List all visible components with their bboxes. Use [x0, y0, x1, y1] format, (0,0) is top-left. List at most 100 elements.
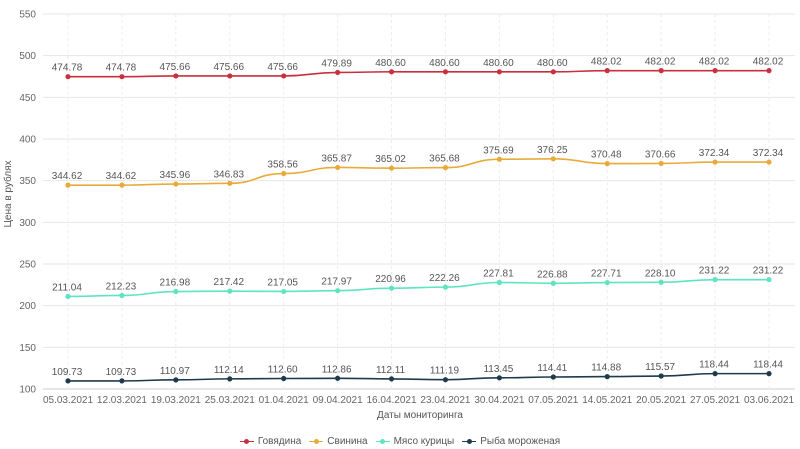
data-label: 475.66: [160, 62, 191, 73]
data-point[interactable]: [227, 73, 233, 79]
y-axis-ticks: 100 150 200 250 300 350 400 450 500 550: [19, 10, 36, 396]
data-point[interactable]: [442, 165, 449, 171]
data-point[interactable]: [604, 161, 610, 167]
y-tick-label: 400: [19, 135, 36, 146]
data-point[interactable]: [65, 378, 71, 384]
data-point[interactable]: [712, 371, 718, 377]
data-point[interactable]: [227, 288, 233, 294]
data-label: 110.97: [160, 366, 190, 377]
data-point[interactable]: [335, 375, 341, 381]
data-point[interactable]: [766, 371, 772, 377]
y-tick-label: 200: [19, 301, 36, 312]
x-tick-label: 20.05.2021: [636, 395, 686, 406]
data-point[interactable]: [442, 69, 449, 75]
data-point[interactable]: [173, 288, 179, 295]
data-label: 480.60: [537, 58, 568, 69]
legend-item[interactable]: Говядина: [239, 435, 302, 447]
data-point[interactable]: [119, 378, 125, 384]
data-label: 112.60: [268, 365, 298, 376]
data-label: 217.05: [267, 277, 298, 288]
data-point[interactable]: [496, 279, 502, 286]
series-1: [65, 156, 772, 188]
legend-label: Говядина: [257, 435, 302, 447]
data-point[interactable]: [442, 377, 449, 383]
data-label: 365.02: [375, 154, 406, 165]
data-point[interactable]: [281, 170, 287, 177]
data-point[interactable]: [388, 285, 395, 291]
data-point[interactable]: [227, 180, 233, 186]
data-label: 474.78: [106, 63, 137, 74]
data-label: 227.81: [483, 268, 514, 279]
data-point[interactable]: [65, 293, 71, 300]
data-label: 112.14: [214, 365, 244, 376]
data-point[interactable]: [335, 164, 341, 171]
legend-swatch: [239, 437, 254, 445]
data-point[interactable]: [496, 69, 502, 75]
data-point[interactable]: [388, 376, 395, 382]
y-tick-label: 550: [19, 10, 36, 21]
data-point[interactable]: [658, 279, 664, 285]
data-point[interactable]: [281, 73, 287, 79]
data-point[interactable]: [550, 69, 556, 75]
data-point[interactable]: [766, 68, 772, 74]
data-point[interactable]: [658, 68, 664, 74]
data-label: 480.60: [483, 58, 514, 69]
data-label: 220.96: [375, 274, 406, 285]
data-label: 375.69: [483, 145, 514, 156]
data-label: 231.22: [699, 266, 730, 277]
data-point[interactable]: [442, 284, 449, 290]
data-point[interactable]: [388, 69, 395, 75]
legend-item[interactable]: Свинина: [309, 436, 368, 447]
data-point[interactable]: [550, 374, 556, 380]
data-point[interactable]: [604, 279, 610, 286]
legend-label: Рыба мороженая: [480, 435, 561, 447]
y-tick-label: 450: [19, 93, 36, 104]
x-tick-label: 01.04.2021: [259, 395, 309, 406]
data-point[interactable]: [658, 373, 664, 379]
data-label: 475.66: [267, 62, 298, 73]
series-2: [65, 277, 772, 300]
data-label: 231.22: [753, 266, 784, 277]
data-point[interactable]: [65, 74, 71, 80]
data-point[interactable]: [550, 156, 556, 162]
data-point[interactable]: [173, 181, 179, 187]
data-label: 112.86: [322, 364, 352, 375]
data-label: 365.87: [321, 153, 352, 164]
y-axis-title: Цена в рублях: [2, 160, 14, 227]
data-point[interactable]: [388, 165, 395, 171]
data-point[interactable]: [119, 292, 125, 299]
data-point[interactable]: [766, 159, 772, 165]
data-point[interactable]: [335, 288, 341, 294]
data-point[interactable]: [173, 377, 179, 383]
data-label: 222.26: [429, 273, 460, 284]
data-point[interactable]: [712, 159, 718, 165]
data-point[interactable]: [658, 160, 664, 167]
data-label: 358.56: [267, 160, 298, 171]
data-point[interactable]: [712, 68, 718, 74]
data-label: 475.66: [213, 62, 244, 73]
data-point[interactable]: [550, 280, 556, 286]
x-tick-label: 05.03.2021: [43, 395, 93, 406]
data-point[interactable]: [496, 156, 502, 162]
data-label: 372.34: [753, 148, 784, 159]
data-point[interactable]: [335, 69, 341, 76]
data-label: 376.25: [537, 145, 568, 156]
x-tick-label: 27.05.2021: [690, 395, 740, 406]
data-point[interactable]: [65, 182, 71, 188]
data-point[interactable]: [604, 68, 610, 74]
data-point[interactable]: [766, 277, 772, 283]
data-label: 474.78: [52, 63, 83, 74]
data-point[interactable]: [604, 374, 610, 380]
data-point[interactable]: [281, 375, 287, 382]
data-point[interactable]: [227, 376, 233, 382]
legend-item[interactable]: Рыба мороженая: [462, 436, 560, 447]
legend-item[interactable]: Мясо курицы: [375, 436, 454, 447]
data-point[interactable]: [712, 277, 718, 283]
data-point[interactable]: [119, 182, 125, 188]
data-point[interactable]: [173, 73, 179, 79]
data-point[interactable]: [119, 74, 125, 80]
data-point[interactable]: [496, 375, 502, 381]
data-point[interactable]: [281, 288, 287, 295]
series-line: [67, 278, 769, 298]
data-label: 216.98: [160, 278, 191, 289]
